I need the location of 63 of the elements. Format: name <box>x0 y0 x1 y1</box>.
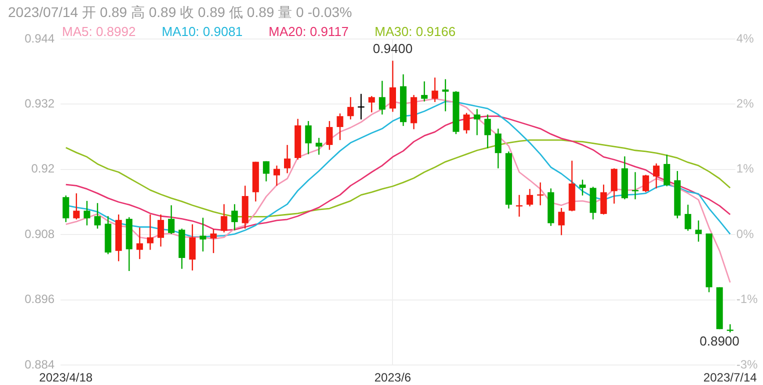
text: MA30: 0.9166 <box>374 24 456 39</box>
chart-title: 2023/07/14 开 0.89 高 0.89 收 0.89 低 0.89 量 0 -0.03% <box>8 4 352 22</box>
candlestick <box>336 112 344 141</box>
candlestick <box>189 224 196 272</box>
candlestick <box>389 60 396 112</box>
candlestick <box>442 78 449 112</box>
annotation: 0.9400 <box>372 40 413 56</box>
candlestick <box>146 214 154 250</box>
candlestick <box>347 96 354 120</box>
candlestick <box>664 154 670 187</box>
candlestick <box>200 217 206 252</box>
y-tick-label: 0.944 <box>24 31 55 46</box>
candlestick <box>558 207 565 236</box>
y-tick-label: 0.896 <box>24 292 55 306</box>
candlestick <box>378 80 386 116</box>
candlestick <box>653 162 660 190</box>
y2-tick-label: -1% <box>736 292 758 306</box>
candlestick <box>73 192 80 220</box>
candlestick <box>84 200 90 226</box>
y2-tick-label: 4% <box>736 31 754 46</box>
candlestick <box>220 204 228 234</box>
y2-tick-label: 2% <box>736 96 754 111</box>
annotation: 0.8900 <box>700 333 740 348</box>
candlestick <box>474 108 480 136</box>
candlestick <box>157 214 164 248</box>
candlestick <box>579 179 586 196</box>
y-tick-label: 0.932 <box>24 96 55 111</box>
y-tick-label: 0.884 <box>24 357 55 372</box>
x-tick-label: 2023/7/14 <box>703 370 758 385</box>
candlestick <box>484 114 491 149</box>
x-tick-label: 2023/4/18 <box>39 370 93 385</box>
candlestick <box>684 204 692 232</box>
candlestick <box>432 76 438 103</box>
candlestick <box>610 168 618 204</box>
y-tick-label: 0.908 <box>24 226 55 241</box>
candlestick <box>62 194 70 223</box>
candlestick <box>168 204 175 235</box>
y-tick-label: 0.92 <box>31 162 55 176</box>
text: MA20: 0.9117 <box>268 24 349 39</box>
candlestick <box>326 120 333 150</box>
candlestick <box>463 112 470 134</box>
y2-tick-label: 1% <box>736 162 754 176</box>
candlestick <box>421 80 428 102</box>
candlestick <box>695 220 702 242</box>
candlestick <box>210 228 217 254</box>
candlestick <box>368 95 375 113</box>
x-tick-label: 2023/6 <box>374 370 412 385</box>
candlestick <box>526 188 534 207</box>
candlestick <box>94 202 101 230</box>
candlestick <box>494 128 502 169</box>
candlestick <box>642 174 650 193</box>
text: MA5: 0.8992 <box>62 24 136 39</box>
candlestick <box>273 164 280 186</box>
candlestick <box>231 204 238 231</box>
candlestick <box>600 184 607 216</box>
candlestick <box>136 226 143 260</box>
y2-tick-label: 0% <box>736 226 754 241</box>
y2-tick-label: -3% <box>736 357 758 372</box>
candlestick <box>262 160 270 182</box>
candlestick <box>284 144 291 174</box>
candlestick <box>316 137 322 156</box>
text: MA10: 0.9081 <box>162 24 243 39</box>
candlestick <box>305 120 312 155</box>
